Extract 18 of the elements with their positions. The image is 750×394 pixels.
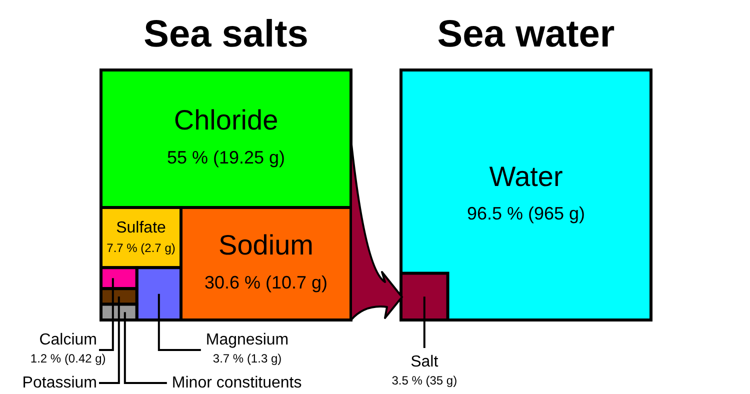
data-label: 96.5 % (965 g) <box>466 204 586 224</box>
category-label: Salt <box>410 353 439 370</box>
data-label: 1.2 % (0.42 g) <box>30 351 106 366</box>
category-label: Water <box>489 160 563 192</box>
category-label: Magnesium <box>206 331 289 348</box>
data-label: 3.7 % (1.3 g) <box>212 351 282 366</box>
data-label: 7.7 % (2.7 g) <box>106 241 176 256</box>
category-label: Sodium <box>218 230 314 261</box>
text: Sea salts <box>144 13 308 56</box>
data-label: 3.5 % (35 g) <box>392 373 458 388</box>
category-label: Minor constituents <box>172 374 302 392</box>
data-label: 55 % (19.25 g) <box>166 147 286 168</box>
category-label: Potassium <box>22 374 97 392</box>
category-label: Chloride <box>174 104 278 136</box>
category-label: Calcium <box>39 331 97 348</box>
text: Sea water <box>437 13 615 56</box>
category-label: Sulfate <box>116 219 166 236</box>
data-label: 30.6 % (10.7 g) <box>204 272 328 292</box>
